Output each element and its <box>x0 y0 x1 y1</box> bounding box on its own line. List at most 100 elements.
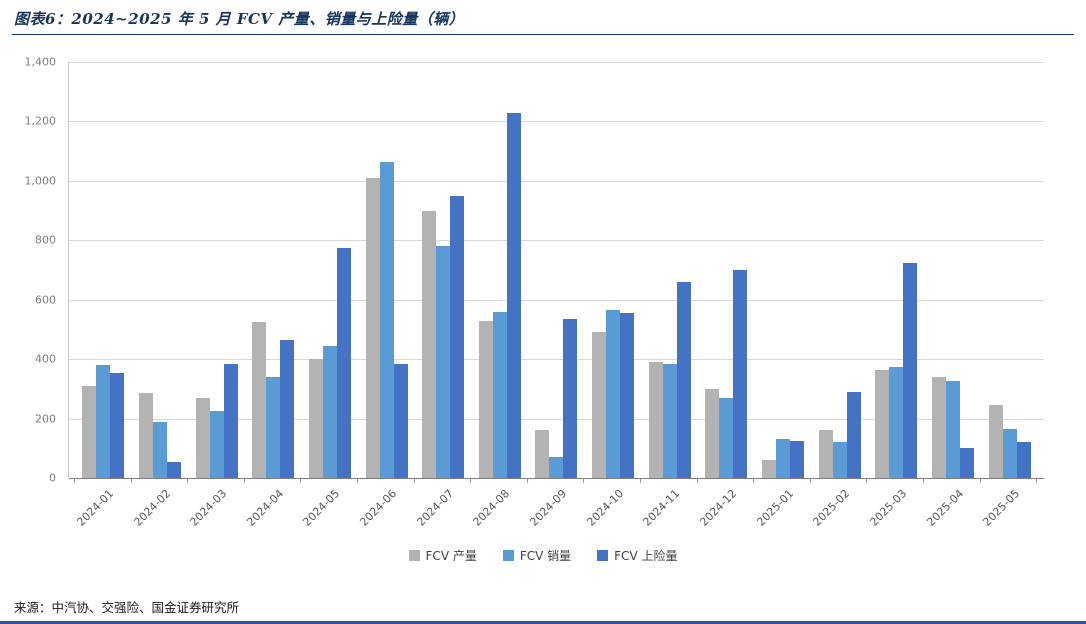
bar <box>790 440 804 478</box>
axis-tick <box>528 479 585 483</box>
gridline <box>69 62 1044 63</box>
chart-title: 图表6：2024~2025 年 5 月 FCV 产量、销量与上险量（辆） <box>14 10 465 28</box>
bar <box>762 460 776 478</box>
x-tick-cell: 2024-05 <box>301 482 358 544</box>
bar <box>96 365 111 478</box>
axis-tick <box>754 479 811 483</box>
axis-tick <box>245 479 302 483</box>
x-tick-label: 2024-07 <box>414 487 456 529</box>
chart-legend: FCV 产量 FCV 销量 FCV 上险量 <box>0 547 1086 564</box>
bar <box>422 210 437 478</box>
plot-area <box>68 62 1044 479</box>
bar <box>110 372 125 478</box>
legend-item: FCV 上险量 <box>597 547 677 564</box>
y-tick-label: 200 <box>35 412 56 426</box>
axis-tick <box>301 479 358 483</box>
bar <box>988 405 1003 478</box>
x-tick-label: 2024-08 <box>470 487 513 529</box>
bar-group <box>698 270 755 478</box>
bar <box>931 376 946 478</box>
y-tick-label: 1,200 <box>24 114 57 128</box>
x-tick-label: 2025-05 <box>980 487 1023 529</box>
y-tick-label: 600 <box>35 293 56 307</box>
bar-group <box>641 281 698 478</box>
bar <box>436 246 451 478</box>
bar <box>832 442 847 478</box>
axis-tick <box>415 479 472 483</box>
gridline <box>69 180 1044 182</box>
bar <box>719 397 734 478</box>
legend-swatch <box>597 550 609 561</box>
x-tick-label: 2024-04 <box>244 487 286 529</box>
bar-group <box>245 322 302 478</box>
bar <box>365 177 380 478</box>
bar <box>252 322 267 478</box>
gridline <box>69 299 1044 301</box>
bar <box>535 430 550 478</box>
gridline <box>69 418 1044 420</box>
bar-group <box>585 310 642 478</box>
gridline <box>69 240 1044 242</box>
bar <box>959 448 974 478</box>
x-tick-label: 2025-01 <box>754 487 796 529</box>
bar-group <box>75 365 132 478</box>
bar <box>945 381 960 478</box>
bar-group <box>358 161 415 478</box>
x-axis-line <box>69 478 1044 479</box>
x-tick-cell: 2024-02 <box>131 482 188 544</box>
x-axis-ticks <box>68 479 1043 483</box>
x-tick-label: 2024-10 <box>584 487 626 529</box>
bar <box>889 366 904 478</box>
bar <box>152 421 167 478</box>
axis-tick <box>981 479 1038 483</box>
x-tick-cell: 2025-03 <box>867 482 924 544</box>
title-divider <box>12 34 1074 35</box>
bar-group <box>981 405 1038 478</box>
axis-tick <box>358 479 415 483</box>
bottom-border <box>0 621 1086 624</box>
axis-tick <box>188 479 245 483</box>
x-tick-label: 2024-03 <box>187 487 230 529</box>
bar <box>280 339 295 478</box>
gridline <box>69 121 1044 123</box>
x-tick-cell: 2024-06 <box>357 482 414 544</box>
legend-item: FCV 销量 <box>502 547 572 564</box>
legend-label: FCV 产量 <box>425 549 477 563</box>
x-tick-cell: 2024-10 <box>584 482 641 544</box>
x-tick-label: 2024-05 <box>300 487 343 529</box>
bar <box>450 195 465 478</box>
bar-group <box>868 262 925 478</box>
legend-label: FCV 销量 <box>519 549 572 563</box>
bar <box>336 247 351 478</box>
bar <box>223 363 238 478</box>
axis-tick <box>811 479 868 483</box>
bar <box>846 391 861 478</box>
x-tick-label: 2024-12 <box>697 487 740 529</box>
legend-swatch <box>408 550 420 561</box>
x-tick-label: 2024-09 <box>527 487 570 529</box>
bar <box>1002 428 1017 478</box>
bar <box>620 313 635 478</box>
bar <box>549 457 564 478</box>
x-tick-cell: 2024-12 <box>697 482 754 544</box>
y-tick-label: 800 <box>35 233 56 247</box>
bar-group <box>415 195 472 478</box>
x-tick-label: 2024-11 <box>640 487 683 529</box>
bar-group <box>528 319 585 478</box>
bar <box>266 376 281 478</box>
axis-tick <box>867 479 924 483</box>
x-tick-cell: 2025-04 <box>924 482 981 544</box>
bar <box>379 161 394 478</box>
x-tick-label: 2024-06 <box>357 487 400 529</box>
bar <box>209 411 224 478</box>
axis-tick <box>924 479 981 483</box>
y-axis-labels: 0 200 400 600 800 1,000 1,200 1,400 <box>0 56 62 485</box>
bar <box>818 430 833 478</box>
x-tick-cell: 2024-01 <box>74 482 131 544</box>
bar <box>606 310 621 478</box>
axis-tick <box>698 479 755 483</box>
y-tick-label: 400 <box>35 352 56 366</box>
x-tick-label: 2025-02 <box>810 487 853 529</box>
bar <box>903 262 918 478</box>
x-tick-cell: 2024-08 <box>470 482 527 544</box>
